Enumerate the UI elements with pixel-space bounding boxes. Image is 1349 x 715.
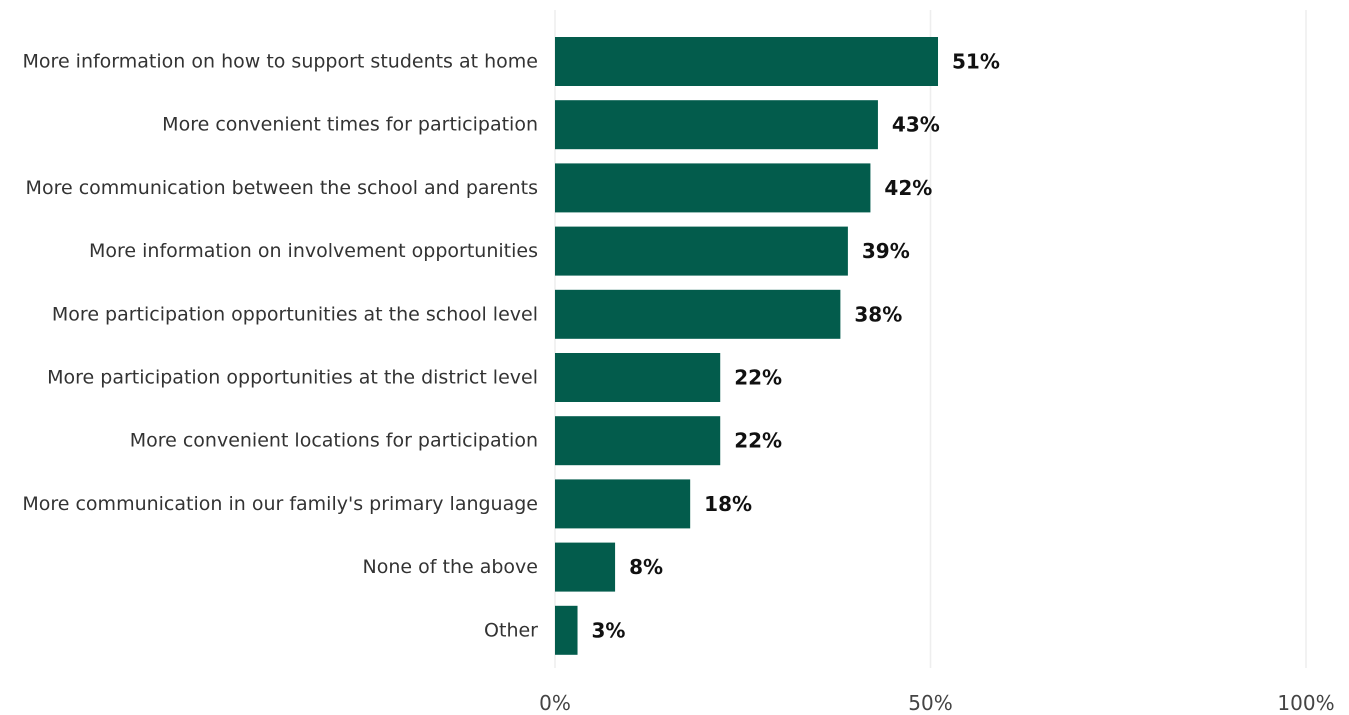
x-tick-label: 100% — [1277, 691, 1334, 715]
category-label: More participation opportunities at the … — [52, 303, 538, 325]
category-label: None of the above — [363, 556, 538, 578]
value-label: 43% — [892, 113, 940, 137]
bar — [555, 100, 878, 150]
category-label: More communication in our family's prima… — [22, 493, 538, 515]
category-label: More communication between the school an… — [26, 177, 538, 199]
value-label: 22% — [734, 366, 782, 390]
x-axis-tick-layer: 0% 50% 100% — [539, 691, 1334, 715]
category-label: More information on involvement opportun… — [89, 240, 538, 262]
category-label: More convenient times for participation — [162, 114, 538, 136]
bar — [555, 605, 578, 655]
bar — [555, 542, 616, 592]
category-label: More participation opportunities at the … — [47, 367, 538, 389]
value-label: 3% — [592, 618, 626, 642]
value-label: 51% — [952, 50, 1000, 74]
value-label: 22% — [734, 429, 782, 453]
bar — [555, 479, 691, 529]
bar-layer — [555, 37, 939, 655]
bar — [555, 37, 939, 86]
value-label-layer: 51% 43% 42% 39% 38% 22% 22% 18% 8% 3% — [592, 50, 1000, 643]
category-label: Other — [484, 619, 538, 641]
value-label: 18% — [704, 492, 752, 516]
x-tick-label: 50% — [908, 691, 952, 715]
value-label: 38% — [854, 302, 902, 326]
x-tick-label: 0% — [539, 691, 571, 715]
bar — [555, 289, 841, 339]
bar — [555, 416, 721, 466]
value-label: 42% — [884, 176, 932, 200]
category-label: More information on how to support stude… — [23, 51, 538, 73]
bar — [555, 353, 721, 402]
value-label: 39% — [862, 239, 910, 263]
bar — [555, 226, 848, 276]
category-label-layer: More information on how to support stude… — [22, 51, 538, 642]
value-label: 8% — [629, 555, 663, 579]
category-label: More convenient locations for participat… — [130, 430, 538, 452]
bar — [555, 163, 871, 213]
